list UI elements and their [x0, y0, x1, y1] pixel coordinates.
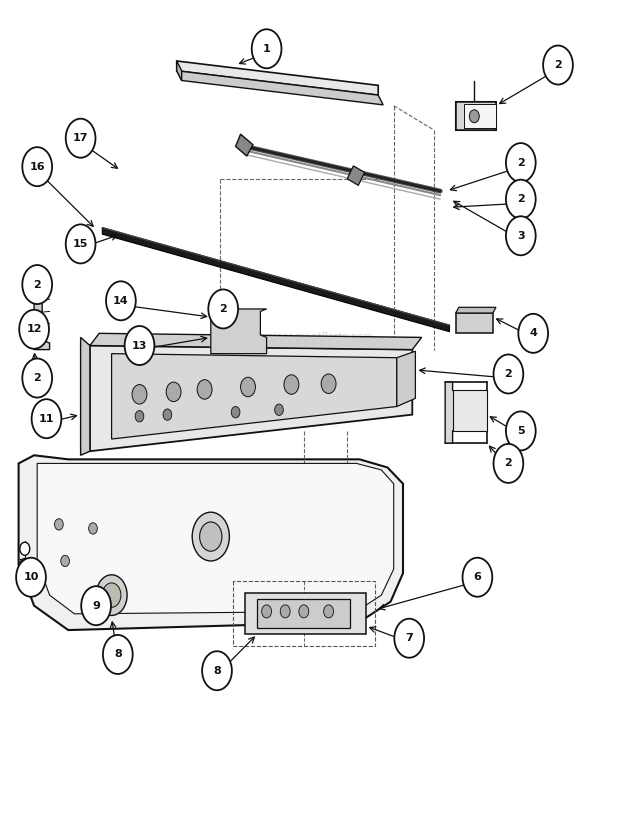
Polygon shape [347, 166, 365, 185]
Polygon shape [445, 382, 459, 443]
Text: 7: 7 [405, 633, 413, 643]
Polygon shape [177, 71, 383, 105]
Circle shape [102, 583, 121, 607]
Circle shape [22, 147, 52, 186]
Circle shape [197, 380, 212, 399]
Text: 4: 4 [529, 328, 537, 338]
Text: 11: 11 [38, 414, 55, 424]
Circle shape [125, 326, 154, 365]
Polygon shape [211, 309, 267, 354]
Polygon shape [90, 333, 422, 350]
Text: 14: 14 [113, 296, 129, 306]
Circle shape [469, 110, 479, 123]
Circle shape [518, 314, 548, 353]
Text: 13: 13 [132, 341, 147, 350]
Polygon shape [177, 61, 182, 80]
Polygon shape [90, 346, 412, 451]
Text: 3: 3 [517, 231, 525, 241]
Circle shape [96, 575, 127, 615]
Polygon shape [81, 337, 90, 455]
Text: 9: 9 [92, 601, 100, 611]
Circle shape [135, 411, 144, 422]
Circle shape [55, 519, 63, 530]
Polygon shape [456, 313, 493, 333]
Text: 15: 15 [73, 239, 88, 249]
Polygon shape [456, 102, 496, 130]
Circle shape [494, 444, 523, 483]
Text: 2: 2 [554, 60, 562, 70]
Circle shape [163, 409, 172, 420]
Text: 8: 8 [114, 650, 122, 659]
Circle shape [20, 559, 30, 572]
Circle shape [324, 605, 334, 618]
Circle shape [103, 635, 133, 674]
Text: 2: 2 [517, 158, 525, 167]
Circle shape [32, 399, 61, 438]
Text: 8: 8 [213, 666, 221, 676]
Circle shape [241, 377, 255, 397]
Text: 1: 1 [263, 44, 270, 54]
Text: 5: 5 [517, 426, 525, 436]
Text: 2: 2 [33, 373, 41, 383]
Polygon shape [177, 61, 378, 95]
Text: 17: 17 [73, 133, 89, 143]
Polygon shape [112, 354, 397, 439]
Polygon shape [453, 390, 487, 431]
Polygon shape [245, 593, 366, 634]
Circle shape [299, 605, 309, 618]
Text: 10: 10 [24, 572, 38, 582]
Polygon shape [456, 307, 496, 313]
Polygon shape [19, 455, 403, 630]
Circle shape [275, 404, 283, 415]
Circle shape [280, 605, 290, 618]
Text: eReplacementParts.com: eReplacementParts.com [246, 333, 374, 342]
Text: 12: 12 [26, 324, 42, 334]
Polygon shape [37, 463, 394, 614]
Circle shape [506, 180, 536, 219]
Circle shape [61, 555, 69, 567]
Circle shape [394, 619, 424, 658]
Polygon shape [257, 599, 350, 628]
Circle shape [192, 512, 229, 561]
Circle shape [506, 143, 536, 182]
Polygon shape [397, 351, 415, 406]
Text: 2: 2 [219, 304, 227, 314]
Circle shape [89, 523, 97, 534]
Circle shape [166, 382, 181, 402]
Text: 6: 6 [474, 572, 481, 582]
Polygon shape [464, 104, 496, 128]
Circle shape [262, 605, 272, 618]
Circle shape [22, 265, 52, 304]
Circle shape [66, 119, 95, 158]
Circle shape [19, 310, 49, 349]
Circle shape [200, 522, 222, 551]
Circle shape [321, 374, 336, 393]
Circle shape [494, 354, 523, 393]
Text: 2: 2 [33, 280, 41, 289]
Circle shape [22, 359, 52, 398]
Circle shape [20, 542, 30, 555]
Text: 2: 2 [505, 459, 512, 468]
Polygon shape [236, 134, 253, 156]
Circle shape [202, 651, 232, 690]
Circle shape [252, 29, 281, 68]
Circle shape [463, 558, 492, 597]
Text: 2: 2 [505, 369, 512, 379]
Circle shape [506, 216, 536, 255]
Circle shape [106, 281, 136, 320]
Text: 16: 16 [29, 162, 45, 172]
Circle shape [132, 385, 147, 404]
Polygon shape [102, 228, 450, 332]
Circle shape [506, 411, 536, 450]
Polygon shape [34, 289, 50, 350]
Circle shape [16, 558, 46, 597]
Circle shape [208, 289, 238, 328]
Circle shape [231, 406, 240, 418]
Circle shape [543, 46, 573, 85]
Circle shape [66, 224, 95, 263]
Circle shape [284, 375, 299, 394]
Circle shape [81, 586, 111, 625]
Text: 2: 2 [517, 194, 525, 204]
